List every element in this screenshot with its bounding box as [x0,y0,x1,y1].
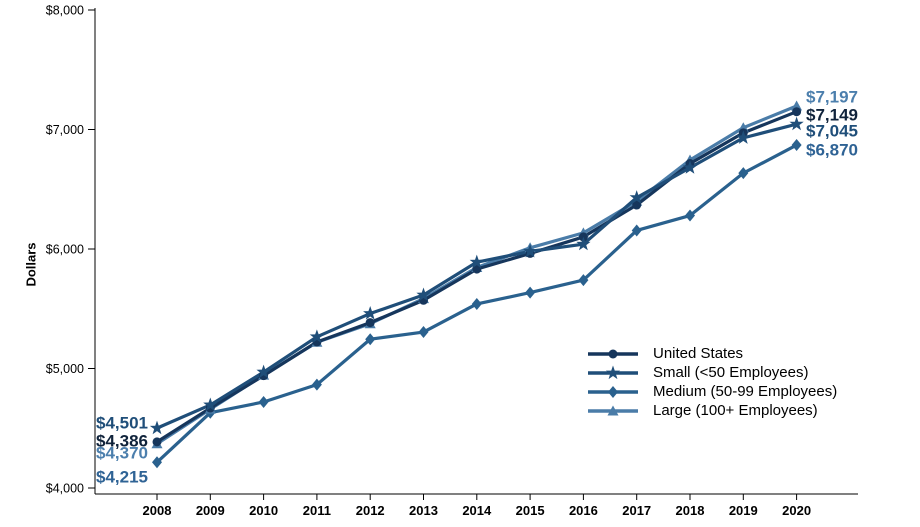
marker-diamond [791,139,802,152]
marker-circle [792,107,802,117]
x-tick-label: 2012 [356,503,385,518]
marker-diamond [258,395,269,408]
x-tick-label: 2013 [409,503,438,518]
marker-diamond [471,297,482,310]
data-label-start-medium-50-99-employees: $4,215 [96,468,148,487]
legend-circle-icon [608,349,618,358]
marker-circle [472,264,482,274]
data-label-start-small-50-employees: $4,501 [96,414,148,433]
legend: United States Small (<50 Employees) Medi… [588,344,837,420]
data-label-end-united-states: $7,149 [806,106,858,125]
marker-star [736,130,751,144]
marker-diamond [418,326,429,339]
marker-diamond [152,456,162,469]
x-tick-label: 2010 [249,503,278,518]
legend-item-small: Small (<50 Employees) [588,363,837,382]
x-tick-label: 2018 [676,503,705,518]
x-tick-label: 2014 [462,503,492,518]
marker-diamond [631,224,642,237]
marker-circle [152,437,162,447]
legend-triangle-icon [607,405,619,415]
x-tick-label: 2017 [622,503,651,518]
marker-circle [632,200,642,210]
marker-diamond [578,274,589,287]
marker-star [309,329,325,343]
data-label-start-large-100-employees: $4,370 [96,444,148,463]
marker-circle [365,318,375,328]
y-tick-label: $6,000 [46,242,84,256]
legend-marker-diamond [588,385,638,398]
marker-star [682,160,698,174]
legend-item-large: Large (100+ Employees) [588,401,837,420]
marker-diamond [311,378,322,391]
data-label-end-medium-50-99-employees: $6,870 [806,141,858,160]
marker-star [629,190,644,204]
series-markers-small-50-employees [149,116,804,435]
marker-diamond [525,286,536,299]
marker-diamond [738,167,749,180]
marker-diamond [365,333,376,346]
x-tick-label: 2016 [569,503,598,518]
marker-star [256,364,271,379]
legend-diamond-icon [608,385,618,398]
marker-triangle [791,100,803,111]
marker-star [149,420,165,435]
legend-item-medium: Medium (50-99 Employees) [588,382,837,401]
data-label-start-united-states: $4,386 [96,432,148,451]
marker-star [363,306,378,320]
x-tick-label: 2020 [782,503,811,518]
y-axis-title: Dollars [23,242,39,287]
x-tick-label: 2008 [143,503,172,518]
legend-star-icon [605,365,621,379]
legend-marker-star [588,365,638,379]
marker-star [522,243,538,258]
marker-star [576,236,591,251]
x-tick-label: 2019 [729,503,758,518]
x-tick-label: 2011 [303,503,331,518]
legend-label-united-states: United States [653,345,744,362]
marker-star [789,116,804,131]
legend-label-small: Small (<50 Employees) [653,364,809,381]
y-tick-label: $8,000 [46,3,84,17]
marker-star [469,254,484,269]
legend-label-large: Large (100+ Employees) [653,402,818,419]
legend-marker-circle [588,349,638,358]
y-tick-label: $5,000 [46,362,84,376]
legend-marker-triangle [588,405,638,415]
y-tick-label: $7,000 [46,123,84,137]
data-label-end-large-100-employees: $7,197 [806,88,858,107]
x-tick-label: 2009 [196,503,225,518]
legend-item-united-states: United States [588,344,837,363]
x-tick-label: 2015 [516,503,545,518]
marker-diamond [685,209,695,222]
marker-star [416,287,431,302]
data-label-end-small-50-employees: $7,045 [806,122,858,141]
y-tick-label: $4,000 [46,481,84,495]
legend-label-medium: Medium (50-99 Employees) [653,383,838,400]
marker-star [203,397,218,412]
